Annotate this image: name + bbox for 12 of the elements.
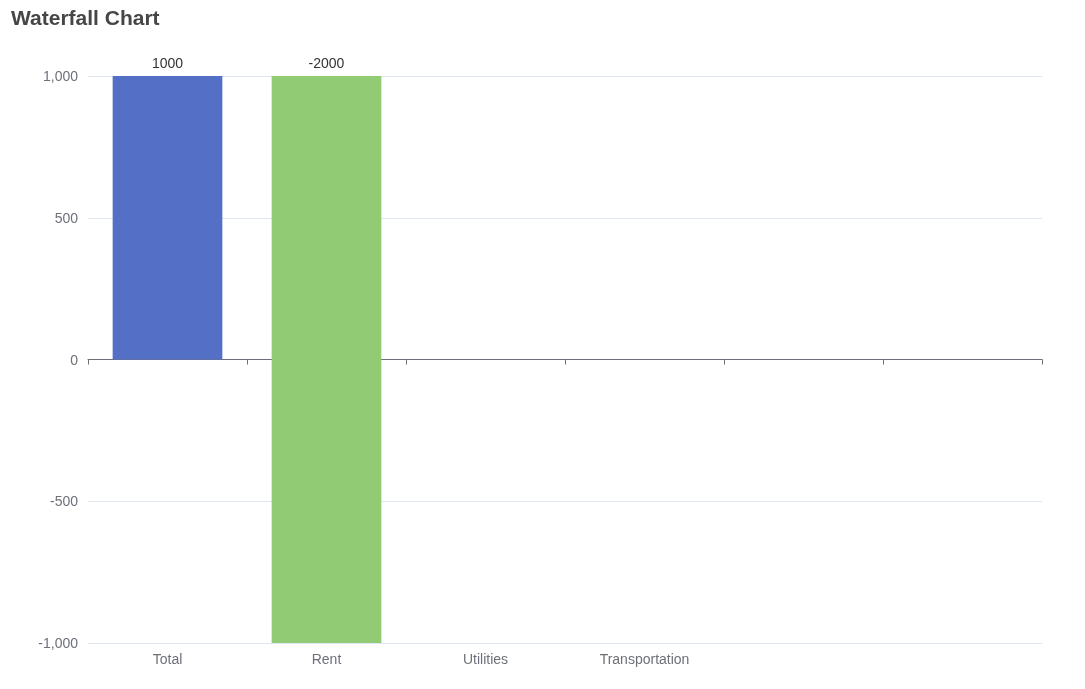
- y-tick-label: 0: [70, 351, 79, 368]
- data-label: -2000: [308, 55, 345, 71]
- data-label: 1000: [151, 55, 184, 71]
- chart-title: Waterfall Chart: [11, 6, 160, 29]
- y-tick-label: 1,000: [42, 68, 79, 84]
- x-tick-label: Rent: [311, 651, 342, 667]
- y-tick-label: -500: [49, 493, 79, 510]
- x-tick-label: Utilities: [462, 651, 509, 667]
- x-tick-label: Transportation: [599, 651, 690, 667]
- y-tick-label: 500: [54, 209, 79, 226]
- y-tick-label: -1,000: [38, 635, 79, 651]
- x-tick-label: Total: [152, 651, 183, 667]
